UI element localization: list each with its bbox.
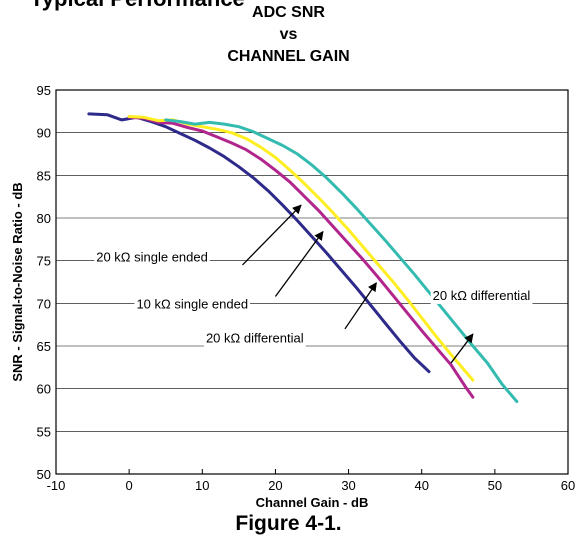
x-tick-label: 40 bbox=[414, 478, 428, 493]
annotation-label-backing bbox=[430, 286, 533, 304]
annotation-arrow bbox=[450, 333, 474, 364]
x-tick-label: 60 bbox=[561, 478, 575, 493]
annotation-arrow bbox=[242, 204, 302, 266]
annotation-label: 10 kΩ single ended bbox=[136, 296, 248, 311]
x-tick-label: 20 bbox=[268, 478, 282, 493]
chart-title-line-2: vs bbox=[279, 26, 298, 43]
y-tick-label: 60 bbox=[37, 382, 51, 397]
y-tick-label: 55 bbox=[37, 424, 51, 439]
plot-frame bbox=[55, 89, 569, 475]
annotations: 20 kΩ single ended 10 kΩ single ended 20 k… bbox=[94, 204, 533, 364]
chart-title-line-1: ADC SNR bbox=[252, 4, 325, 21]
x-tick-label: -10 bbox=[47, 478, 66, 493]
annotation-label: 20 kΩ differential bbox=[433, 288, 531, 303]
gridlines bbox=[56, 132, 568, 432]
figure-caption: Figure 4-1. bbox=[235, 512, 342, 535]
annotation-label-backing bbox=[203, 329, 306, 347]
y-tick-label: 50 bbox=[37, 467, 51, 482]
y-tick-label: 85 bbox=[37, 168, 51, 183]
y-tick-label: 90 bbox=[37, 126, 51, 141]
annotation-label-backing bbox=[134, 295, 251, 313]
y-tick-label: 65 bbox=[37, 339, 51, 354]
chart-title-line-3: CHANNEL GAIN bbox=[227, 48, 350, 65]
y-tick-label: 95 bbox=[37, 83, 51, 98]
annotation-label: 20 kΩ differential bbox=[206, 331, 304, 346]
axis-ticks: 50 55 60 65 70 75 80 85 90 95 -10 0 10 20 30 40 50 60 bbox=[37, 83, 576, 493]
x-tick-label: 50 bbox=[488, 478, 502, 493]
section-heading: Typical Performance bbox=[30, 0, 245, 12]
annotation-label: 20 kΩ single ended bbox=[96, 250, 208, 265]
y-tick-label: 70 bbox=[37, 296, 51, 311]
x-axis-label: Channel Gain - dB bbox=[256, 495, 369, 510]
x-tick-label: 30 bbox=[341, 478, 355, 493]
series-group bbox=[87, 112, 519, 403]
annotation-label-backing bbox=[94, 248, 210, 266]
annotation-arrow bbox=[274, 230, 324, 297]
annotation-arrow bbox=[344, 282, 377, 330]
series-line-2 bbox=[127, 115, 475, 399]
y-axis-label: SNR - Signal-to-Noise Ratio - dB bbox=[10, 182, 25, 381]
x-tick-label: 10 bbox=[195, 478, 209, 493]
x-tick-label: 0 bbox=[126, 478, 133, 493]
y-tick-label: 80 bbox=[37, 211, 51, 226]
series-line-4 bbox=[164, 118, 519, 403]
y-tick-label: 75 bbox=[37, 254, 51, 269]
